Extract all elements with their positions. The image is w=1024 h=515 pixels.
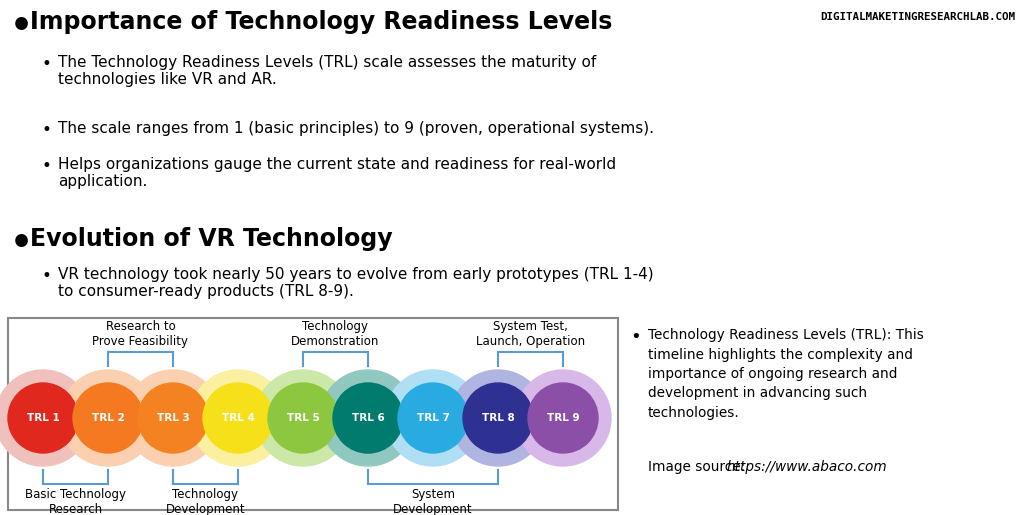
Circle shape	[0, 370, 91, 466]
Circle shape	[333, 383, 403, 453]
Text: TRL 9: TRL 9	[547, 413, 580, 423]
Circle shape	[138, 383, 208, 453]
Text: Technology
Demonstration: Technology Demonstration	[291, 320, 380, 348]
Text: •: •	[10, 227, 33, 261]
Text: Technology Readiness Levels (TRL): This
timeline highlights the complexity and
i: Technology Readiness Levels (TRL): This …	[648, 328, 924, 420]
Text: TRL 3: TRL 3	[157, 413, 189, 423]
Circle shape	[385, 370, 481, 466]
Circle shape	[450, 370, 546, 466]
Text: •: •	[42, 267, 52, 285]
Text: •: •	[10, 10, 33, 44]
Text: VR technology took nearly 50 years to evolve from early prototypes (TRL 1-4)
to : VR technology took nearly 50 years to ev…	[58, 267, 653, 299]
Text: The Technology Readiness Levels (TRL) scale assesses the maturity of
technologie: The Technology Readiness Levels (TRL) sc…	[58, 55, 596, 88]
Bar	[8, 318, 618, 510]
Text: TRL 8: TRL 8	[481, 413, 514, 423]
Text: The scale ranges from 1 (basic principles) to 9 (proven, operational systems).: The scale ranges from 1 (basic principle…	[58, 121, 654, 136]
Text: DIGITALMAKETINGRESEARCHLAB.COM: DIGITALMAKETINGRESEARCHLAB.COM	[820, 12, 1015, 22]
Text: •: •	[630, 328, 641, 346]
Circle shape	[8, 383, 78, 453]
Text: System Test,
Launch, Operation: System Test, Launch, Operation	[476, 320, 585, 348]
Circle shape	[528, 383, 598, 453]
Text: System
Development: System Development	[393, 488, 473, 515]
Text: •: •	[42, 55, 52, 73]
Text: Image source:: Image source:	[648, 460, 750, 474]
Text: Research to
Prove Feasibility: Research to Prove Feasibility	[92, 320, 188, 348]
Circle shape	[319, 370, 416, 466]
Text: Helps organizations gauge the current state and readiness for real-world
applica: Helps organizations gauge the current st…	[58, 157, 616, 190]
Circle shape	[515, 370, 611, 466]
Text: Evolution of VR Technology: Evolution of VR Technology	[30, 227, 392, 251]
Text: TRL 1: TRL 1	[27, 413, 59, 423]
Circle shape	[60, 370, 156, 466]
Circle shape	[463, 383, 534, 453]
Circle shape	[255, 370, 351, 466]
Text: https://www.abaco.com: https://www.abaco.com	[727, 460, 888, 474]
Circle shape	[203, 383, 273, 453]
Text: TRL 4: TRL 4	[221, 413, 254, 423]
Text: •: •	[42, 121, 52, 139]
Text: TRL 5: TRL 5	[287, 413, 319, 423]
Circle shape	[398, 383, 468, 453]
Circle shape	[190, 370, 286, 466]
Text: Importance of Technology Readiness Levels: Importance of Technology Readiness Level…	[30, 10, 612, 34]
Text: TRL 2: TRL 2	[91, 413, 124, 423]
Circle shape	[73, 383, 143, 453]
Circle shape	[268, 383, 338, 453]
Text: TRL 6: TRL 6	[351, 413, 384, 423]
Circle shape	[125, 370, 221, 466]
Text: •: •	[42, 157, 52, 175]
Text: Technology
Development: Technology Development	[166, 488, 246, 515]
Text: TRL 7: TRL 7	[417, 413, 450, 423]
Text: Basic Technology
Research: Basic Technology Research	[25, 488, 126, 515]
